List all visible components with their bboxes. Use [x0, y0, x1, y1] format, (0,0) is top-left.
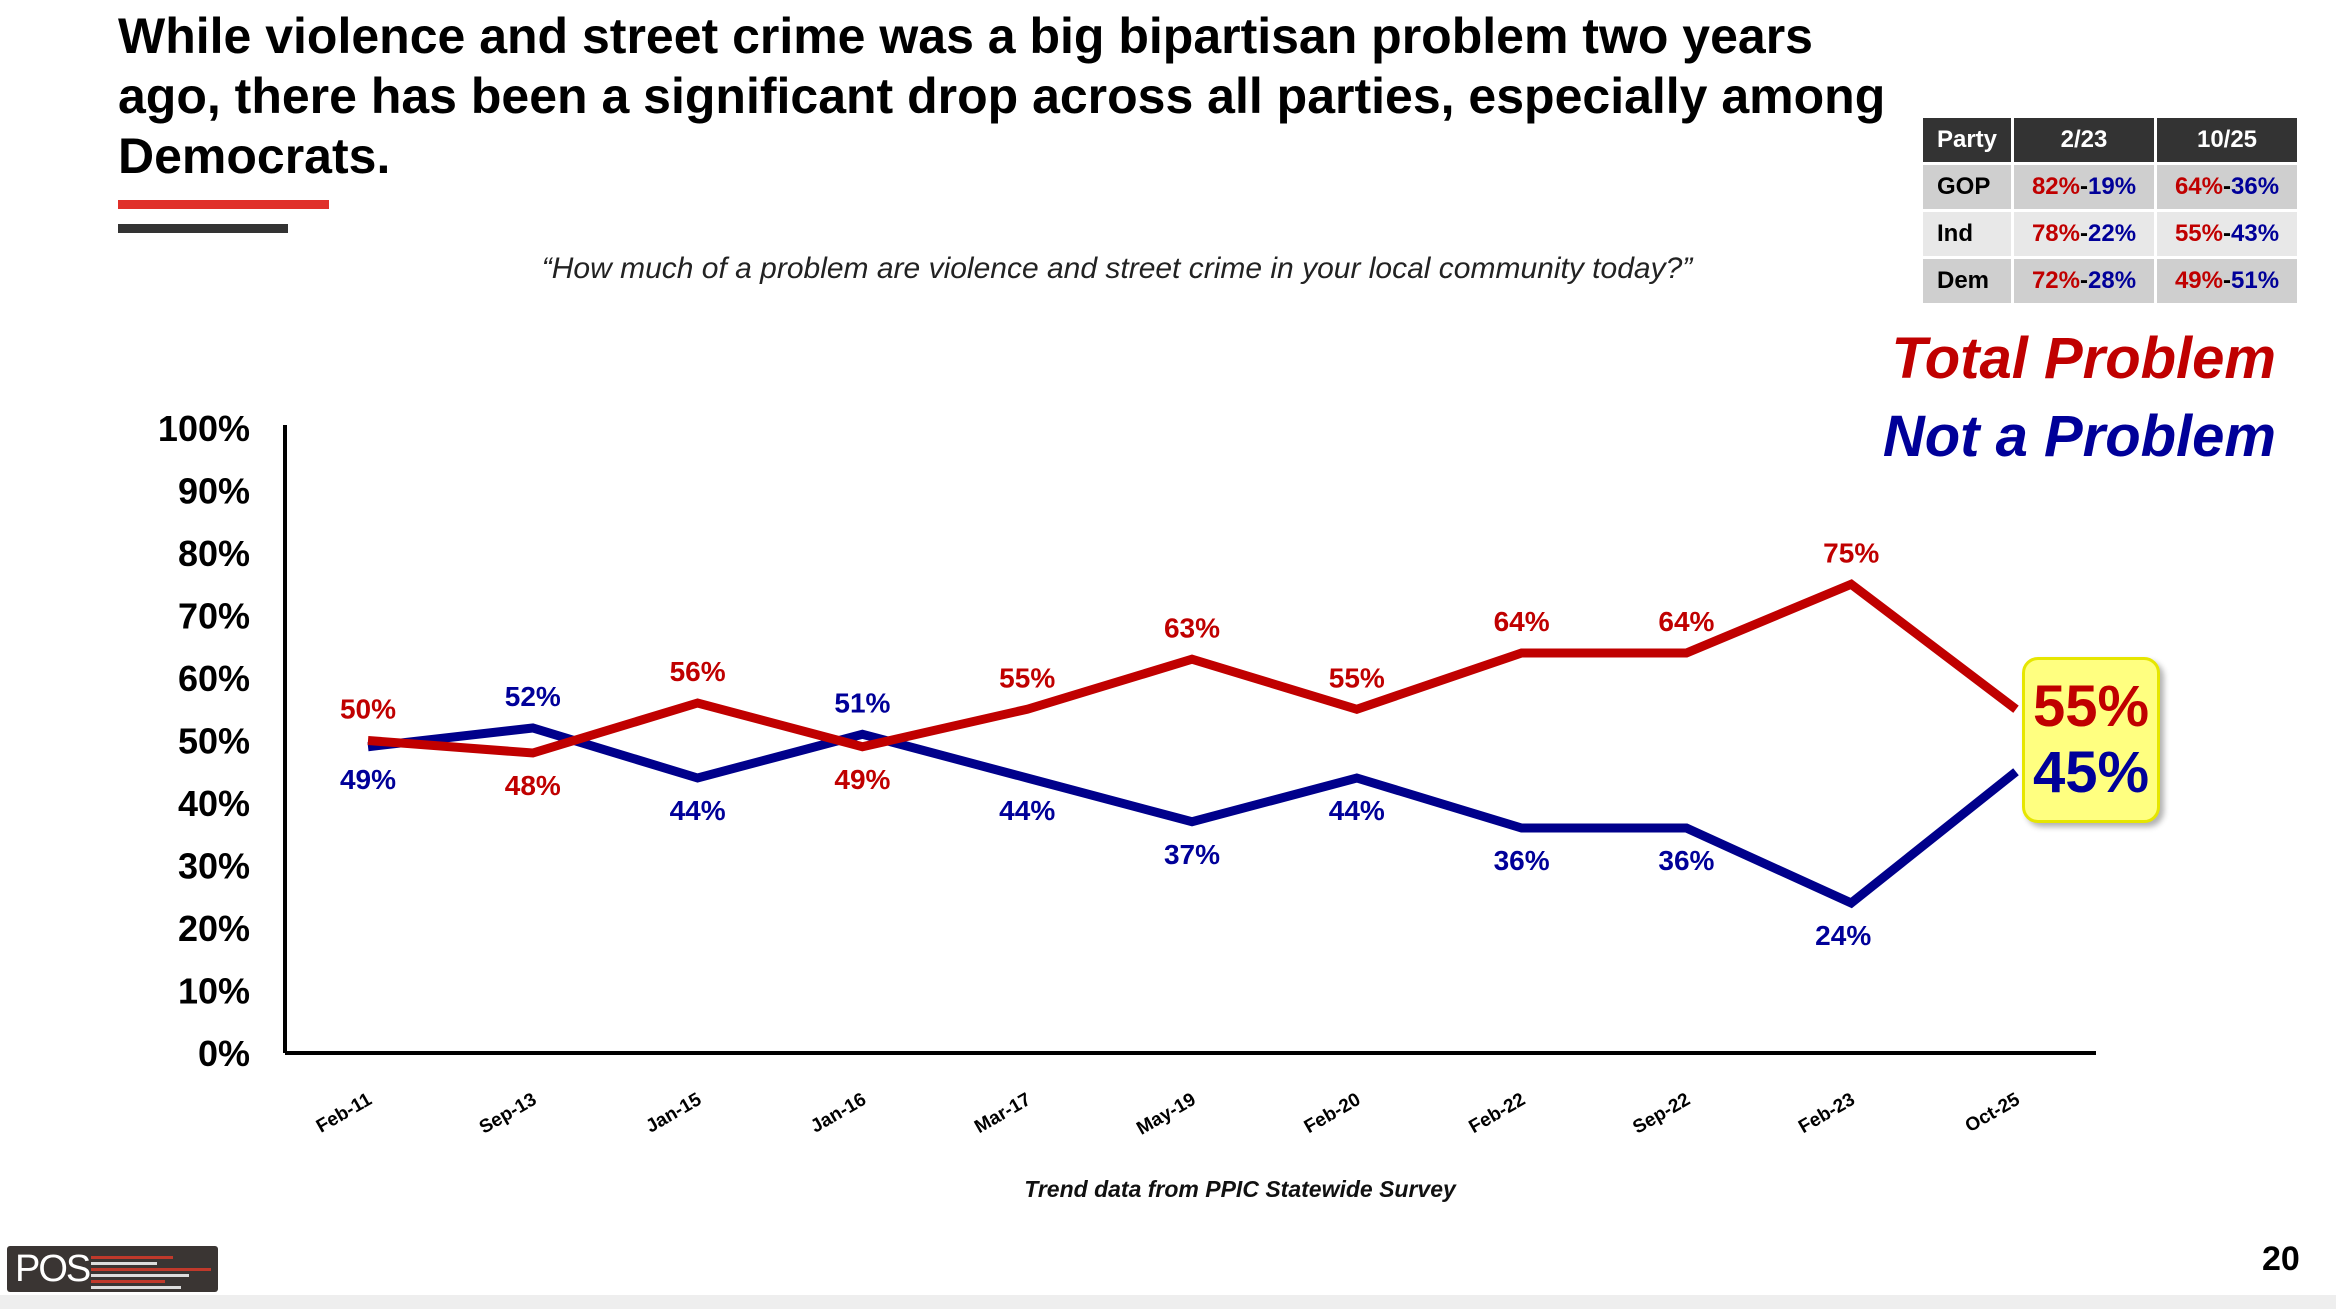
y-tick-label: 100%: [158, 408, 250, 449]
party-table: Party 2/23 10/25 GOP 82%-19% 64%-36% Ind…: [1920, 115, 2300, 306]
party-table-header: Party 2/23 10/25: [1923, 118, 2297, 162]
header-date-1: 2/23: [2014, 118, 2154, 162]
sep: -: [2080, 173, 2088, 200]
not-a-problem-line: [367, 723, 2019, 909]
total-data-label: 50%: [340, 694, 396, 725]
not-data-label: 44%: [999, 795, 1055, 826]
y-tick-label: 90%: [178, 471, 250, 512]
x-tick-label: Sep-22: [1629, 1089, 1693, 1138]
total-value: 49%: [2174, 267, 2223, 294]
total-value: 82%: [2031, 173, 2080, 200]
total-data-label: 48%: [505, 770, 561, 801]
not-data-label: 24%: [1815, 920, 1871, 951]
total-data-label: 49%: [834, 764, 890, 795]
not-data-label: 51%: [834, 687, 890, 718]
total-data-label: 75%: [1823, 537, 1879, 568]
sep: -: [2223, 267, 2231, 294]
slide-title: While violence and street crime was a bi…: [118, 8, 1886, 184]
table-row: GOP 82%-19% 64%-36%: [1923, 165, 2297, 209]
not-value: 43%: [2231, 220, 2280, 247]
sep: -: [2080, 267, 2088, 294]
x-tick-label: May-19: [1133, 1089, 1199, 1139]
total-value: 64%: [2174, 173, 2223, 200]
sep: -: [2223, 220, 2231, 247]
source-note: Trend data from PPIC Statewide Survey: [1024, 1176, 1456, 1202]
x-tick-label: Feb-22: [1466, 1089, 1530, 1138]
not-value: 19%: [2088, 173, 2137, 200]
not-value: 51%: [2231, 267, 2280, 294]
y-tick-label: 10%: [178, 971, 250, 1012]
header-date-2: 10/25: [2157, 118, 2297, 162]
x-tick-label: Jan-15: [642, 1089, 705, 1138]
y-tick-label: 80%: [178, 533, 250, 574]
total-value: 55%: [2174, 220, 2223, 247]
table-row: Ind 78%-22% 55%-43%: [1923, 212, 2297, 256]
sep: -: [2080, 220, 2088, 247]
not-data-label: 44%: [670, 795, 726, 826]
table-row: Dem 72%-28% 49%-51%: [1923, 259, 2297, 303]
x-tick-label: Feb-23: [1795, 1089, 1859, 1138]
title-accent-dark: [118, 224, 288, 233]
callout-total: 55%: [2032, 674, 2150, 739]
y-tick-label: 50%: [178, 721, 250, 762]
not-value: 36%: [2231, 173, 2280, 200]
x-tick-label: Oct-25: [1962, 1089, 2024, 1137]
total-value: 78%: [2031, 220, 2080, 247]
total-data-label: 64%: [1658, 606, 1714, 637]
total-data-label: 56%: [670, 656, 726, 687]
cell-2-23: 78%-22%: [2014, 212, 2154, 256]
total-data-label: 64%: [1494, 606, 1550, 637]
cell-10-25: 49%-51%: [2157, 259, 2297, 303]
logo-text: POS: [15, 1248, 91, 1290]
legend-total-problem: Total Problem: [1891, 326, 2276, 391]
cell-2-23: 72%-28%: [2014, 259, 2154, 303]
cell-2-23: 82%-19%: [2014, 165, 2154, 209]
not-data-label: 44%: [1329, 795, 1385, 826]
cell-10-25: 55%-43%: [2157, 212, 2297, 256]
not-data-label: 49%: [340, 764, 396, 795]
x-tick-label: Mar-17: [971, 1089, 1035, 1138]
total-data-label: 55%: [999, 662, 1055, 693]
not-data-label: 52%: [505, 681, 561, 712]
total-value: 72%: [2031, 267, 2080, 294]
x-tick-label: Jan-16: [807, 1089, 870, 1137]
not-value: 28%: [2088, 267, 2137, 294]
cell-10-25: 64%-36%: [2157, 165, 2297, 209]
title-accent-red: [118, 200, 329, 209]
y-tick-label: 0%: [198, 1033, 250, 1074]
header-party: Party: [1923, 118, 2011, 162]
not-value: 22%: [2088, 220, 2137, 247]
y-tick-label: 70%: [178, 596, 250, 637]
pos-logo: POS: [7, 1246, 218, 1292]
page-bottom-edge: [0, 1295, 2336, 1309]
not-data-label: 36%: [1494, 845, 1550, 876]
y-tick-label: 60%: [178, 658, 250, 699]
x-tick-label: Feb-11: [313, 1089, 376, 1137]
party-name: Dem: [1923, 259, 2011, 303]
party-name: GOP: [1923, 165, 2011, 209]
y-tick-label: 20%: [178, 908, 250, 949]
x-tick-label: Feb-20: [1301, 1089, 1365, 1138]
y-tick-label: 40%: [178, 783, 250, 824]
total-problem-line: [367, 579, 2019, 758]
not-data-label: 36%: [1658, 845, 1714, 876]
page-number: 20: [2262, 1240, 2300, 1278]
total-data-label: 55%: [1329, 662, 1385, 693]
callout-not: 45%: [2032, 740, 2150, 805]
not-data-label: 37%: [1164, 839, 1220, 870]
latest-value-callout: 55% 45%: [2022, 657, 2160, 823]
survey-question: “How much of a problem are violence and …: [541, 252, 1693, 285]
sep: -: [2223, 173, 2231, 200]
total-data-label: 63%: [1164, 612, 1220, 643]
legend-not-a-problem: Not a Problem: [1882, 404, 2276, 469]
x-tick-label: Sep-13: [476, 1089, 540, 1138]
y-tick-label: 30%: [178, 846, 250, 887]
party-name: Ind: [1923, 212, 2011, 256]
